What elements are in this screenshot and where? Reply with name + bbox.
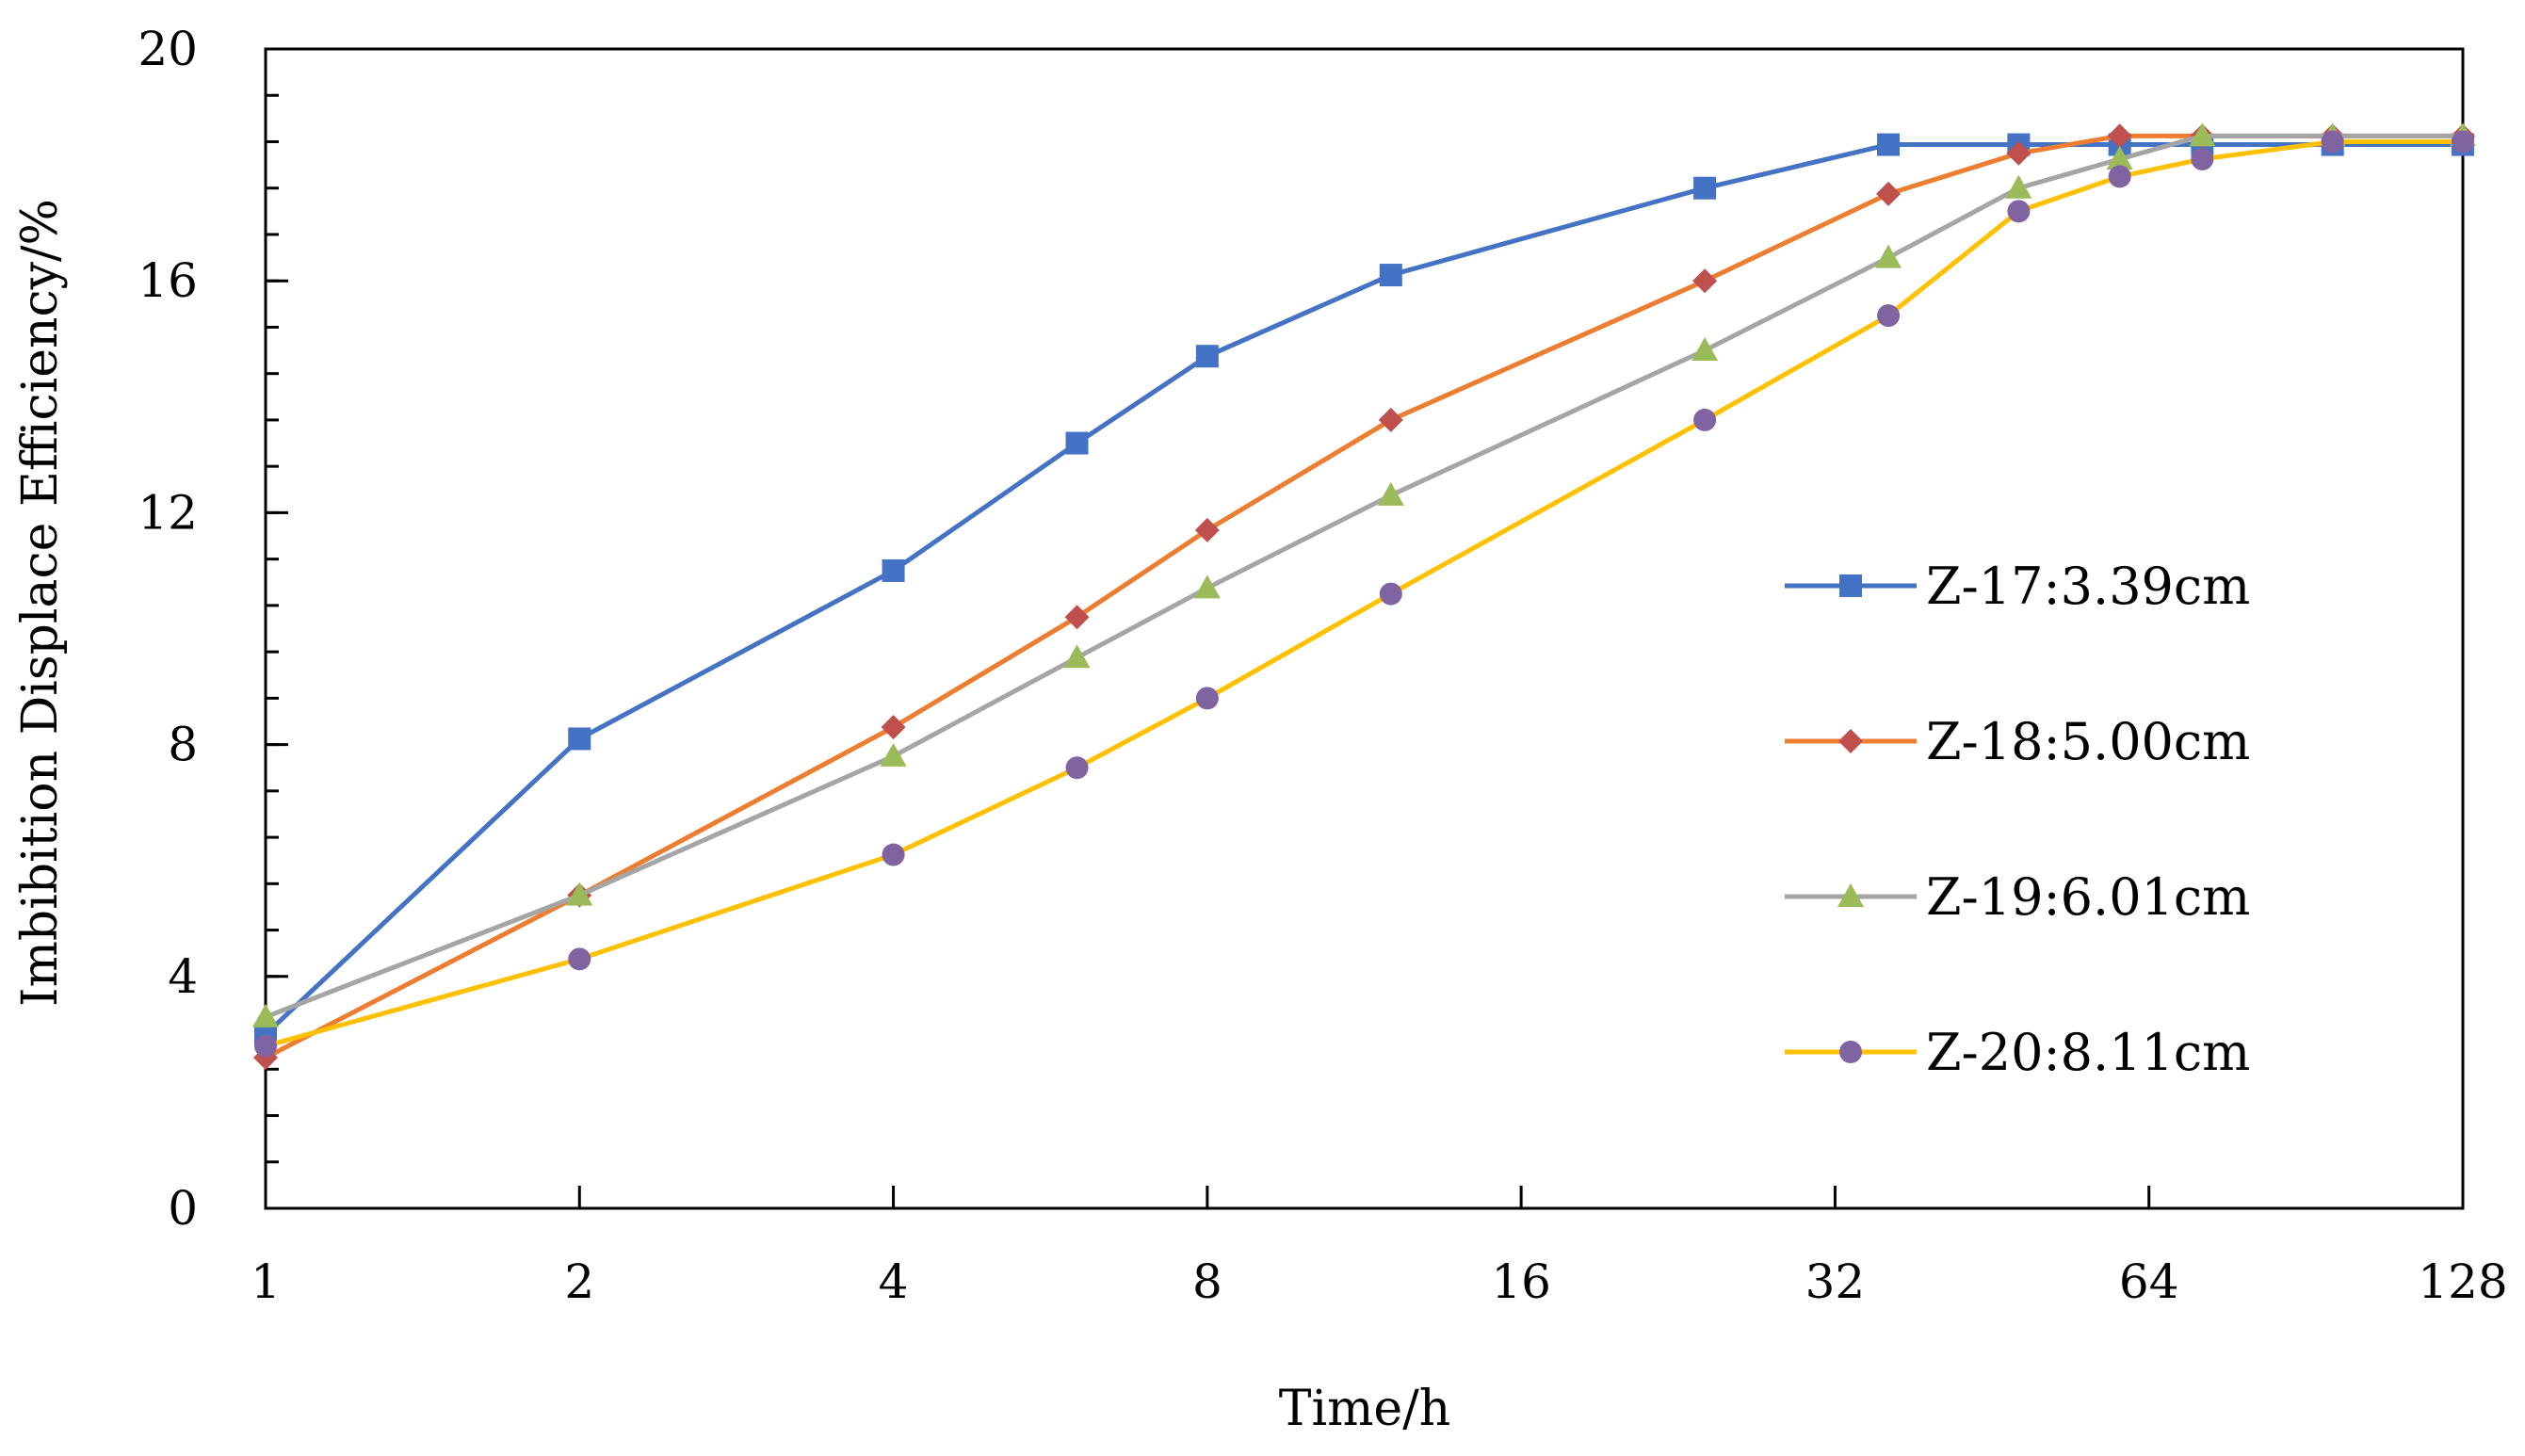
legend-swatch-marker (1839, 574, 1862, 597)
data-point (882, 843, 905, 866)
data-point (881, 715, 906, 740)
data-point (2006, 140, 2031, 166)
data-point (2108, 165, 2131, 188)
data-point (1194, 517, 1220, 542)
x-tick-label: 32 (1805, 1254, 1866, 1309)
data-point (1877, 133, 1901, 156)
y-tick-label: 8 (168, 718, 198, 772)
data-point (1064, 605, 1090, 630)
series-4 (254, 130, 2474, 1058)
y-tick-label: 0 (168, 1181, 198, 1236)
legend-swatch-marker (1839, 1041, 1862, 1063)
legend-item: Z-18:5.00cm (1785, 712, 2250, 771)
y-tick-label: 4 (168, 949, 198, 1004)
legend-item: Z-17:3.39cm (1785, 557, 2250, 616)
data-point (566, 882, 593, 906)
y-tick-label: 20 (138, 22, 198, 76)
data-point (1692, 268, 1718, 294)
y-tick-label: 12 (138, 485, 198, 540)
data-point (568, 727, 591, 751)
plot-frame (264, 47, 2465, 1210)
data-point (2007, 200, 2031, 223)
data-point (1193, 574, 1221, 599)
data-point (2107, 123, 2132, 149)
data-point (1195, 345, 1219, 368)
x-tick-label: 64 (2119, 1254, 2179, 1309)
legend-label: Z-18:5.00cm (1926, 712, 2250, 771)
data-point (1693, 176, 1717, 200)
data-point (880, 742, 907, 767)
data-point (1377, 481, 1404, 506)
data-point (1195, 687, 1219, 710)
y-axis-title: Imbibition Displace Efficiency/% (12, 199, 69, 1007)
x-tick-label: 128 (2418, 1254, 2507, 1309)
data-point (1063, 644, 1091, 669)
data-point (2005, 174, 2032, 199)
x-tick-label: 4 (879, 1254, 909, 1309)
data-point (1378, 407, 1403, 432)
data-point (1379, 582, 1402, 606)
y-tick-label: 16 (138, 253, 198, 308)
legend: Z-17:3.39cm Z-18:5.00cm Z-19:6.01cm Z-20:8.… (1785, 557, 2250, 1082)
data-point (1693, 408, 1717, 431)
data-point (252, 1003, 279, 1027)
data-point (1875, 244, 1902, 268)
legend-item: Z-20:8.11cm (1785, 1023, 2250, 1082)
data-point (254, 1034, 277, 1058)
legend-label: Z-19:6.01cm (1926, 867, 2250, 927)
data-point (1876, 181, 1902, 206)
data-point (2189, 122, 2216, 147)
legend-label: Z-17:3.39cm (1926, 557, 2250, 616)
data-point (2321, 130, 2344, 154)
legend-swatch-marker (1837, 883, 1864, 907)
x-tick-label: 1 (251, 1254, 281, 1309)
legend-item: Z-19:6.01cm (1785, 867, 2250, 927)
data-point (2191, 147, 2214, 170)
legend-label: Z-20:8.11cm (1926, 1023, 2250, 1082)
data-point (1691, 337, 1719, 362)
series-layer (252, 122, 2476, 1070)
data-point (568, 947, 591, 971)
x-tick-label: 2 (564, 1254, 594, 1309)
data-point (1877, 304, 1901, 328)
data-point (1065, 756, 1089, 780)
data-point (2452, 130, 2474, 154)
x-axis-title: Time/h (1279, 1381, 1450, 1437)
data-point (882, 558, 905, 582)
data-point (1065, 431, 1089, 455)
x-tick-label: 8 (1192, 1254, 1222, 1309)
data-point (2106, 145, 2133, 170)
data-point (1379, 264, 1402, 287)
legend-swatch-marker (1838, 729, 1863, 753)
x-tick-label: 16 (1491, 1254, 1551, 1309)
